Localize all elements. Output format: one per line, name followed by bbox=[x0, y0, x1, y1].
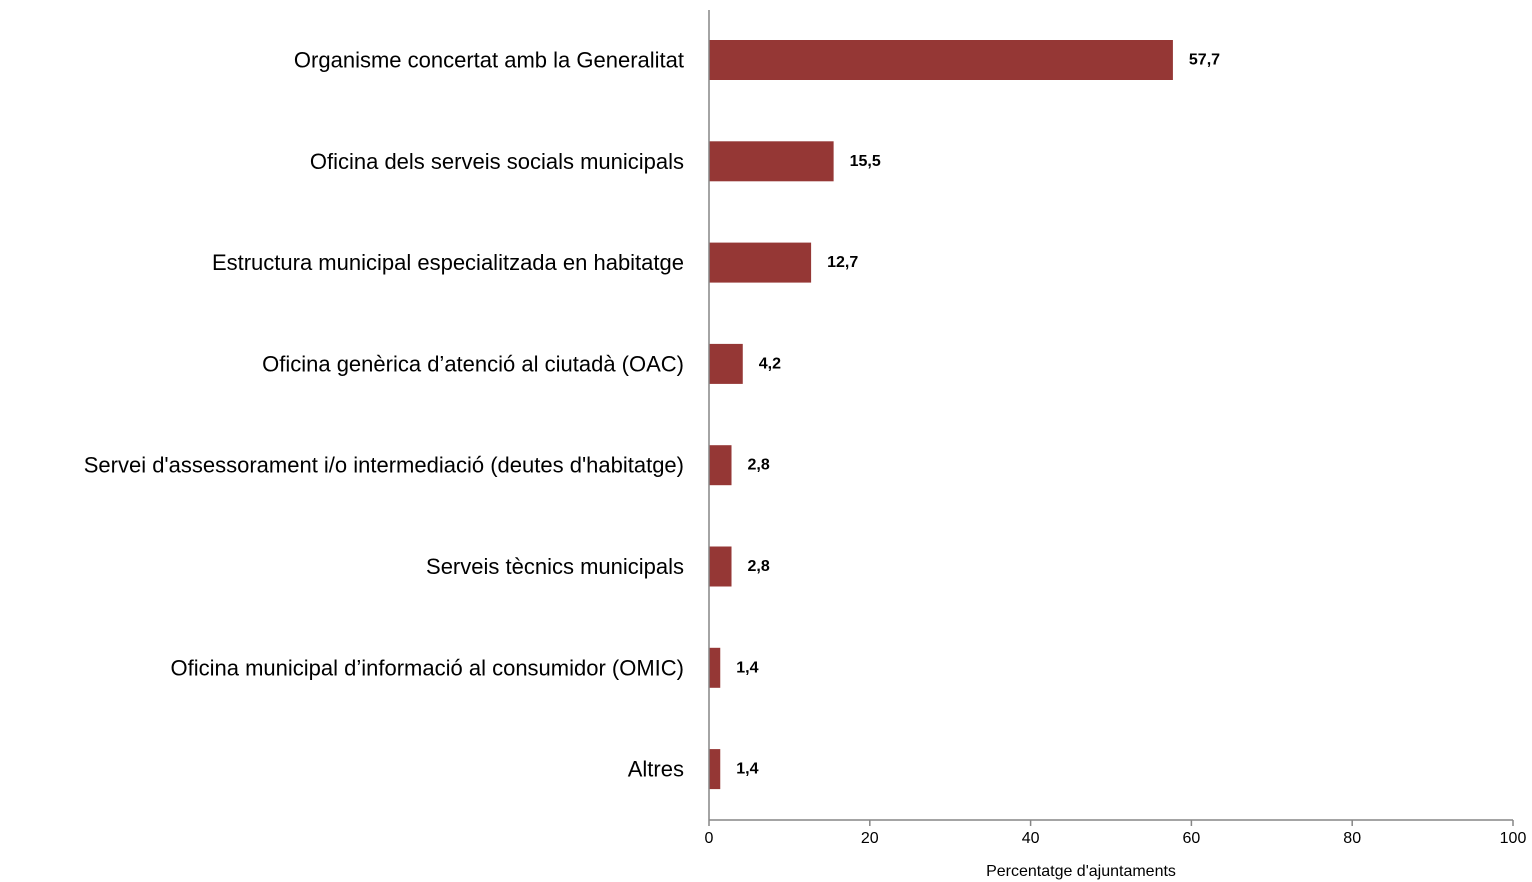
category-label: Altres bbox=[628, 757, 684, 782]
bar bbox=[709, 40, 1173, 80]
data-label: 2,8 bbox=[748, 558, 770, 575]
data-label: 4,2 bbox=[759, 355, 781, 372]
category-label: Organisme concertat amb la Generalitat bbox=[294, 48, 684, 73]
bar bbox=[709, 445, 732, 486]
x-tick-label: 40 bbox=[1022, 830, 1040, 847]
bar bbox=[709, 546, 732, 587]
axes-group bbox=[708, 10, 1513, 821]
category-label: Oficina municipal d’informació al consum… bbox=[171, 655, 685, 680]
category-labels: Organisme concertat amb la Generalitat Of… bbox=[84, 48, 684, 782]
data-label: 12,7 bbox=[827, 254, 858, 271]
x-axis-title: Percentatge d'ajuntaments bbox=[986, 863, 1176, 880]
data-label: 2,8 bbox=[748, 457, 770, 474]
bar bbox=[709, 141, 834, 182]
data-label: 15,5 bbox=[850, 153, 881, 170]
x-tick-label: 100 bbox=[1500, 830, 1527, 847]
x-ticks: 0 20 40 60 80 100 bbox=[705, 820, 1527, 847]
data-label: 1,4 bbox=[736, 761, 758, 778]
bar bbox=[709, 343, 743, 384]
bars-group bbox=[709, 40, 1173, 790]
bar bbox=[709, 647, 721, 688]
x-tick-label: 0 bbox=[705, 830, 714, 847]
value-labels: 57,7 15,5 12,7 4,2 2,8 2,8 1,4 1,4 bbox=[736, 52, 1220, 778]
bar bbox=[709, 749, 721, 790]
category-label: Serveis tècnics municipals bbox=[426, 554, 684, 579]
category-label: Servei d'assessorament i/o intermediació… bbox=[84, 453, 684, 478]
bar bbox=[709, 242, 812, 283]
category-label: Oficina dels serveis socials municipals bbox=[310, 149, 684, 174]
x-tick-label: 60 bbox=[1183, 830, 1201, 847]
x-tick-label: 20 bbox=[861, 830, 879, 847]
category-label: Estructura municipal especialitzada en h… bbox=[212, 250, 684, 275]
x-tick-label: 80 bbox=[1343, 830, 1361, 847]
category-label: Oficina genèrica d’atenció al ciutadà (O… bbox=[262, 351, 684, 376]
data-label: 57,7 bbox=[1189, 52, 1220, 69]
data-label: 1,4 bbox=[736, 659, 758, 676]
